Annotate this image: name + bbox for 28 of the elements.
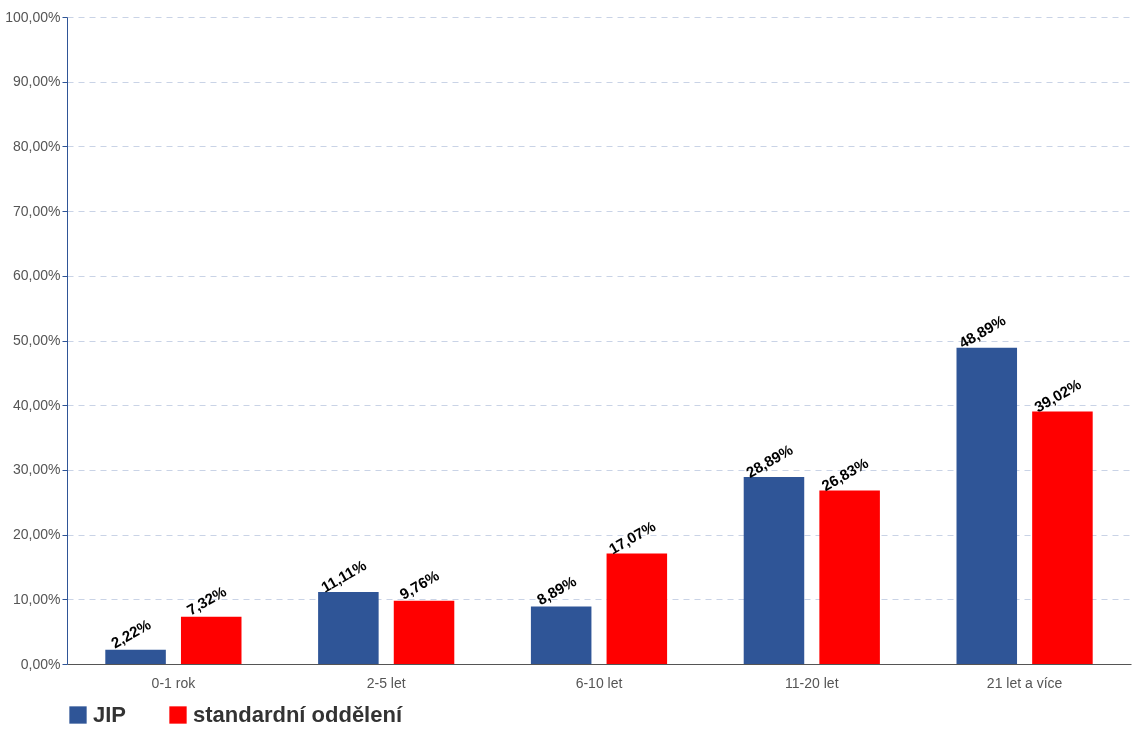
bar: [180, 616, 242, 664]
y-tick-label: 20,00%: [13, 526, 61, 543]
legend-label: standardní oddělení: [193, 702, 403, 727]
bar: [105, 649, 166, 664]
y-tick-label: 0,00%: [20, 655, 61, 672]
bar: [1032, 411, 1093, 664]
y-tick-label: 60,00%: [13, 267, 61, 284]
y-tick-label: 80,00%: [13, 137, 61, 154]
x-tick-label: 0-1 rok: [151, 674, 197, 691]
bar: [819, 490, 880, 664]
y-tick-label: 90,00%: [13, 73, 61, 90]
bar: [393, 600, 455, 664]
bar: [318, 592, 379, 664]
y-tick-label: 70,00%: [13, 202, 61, 219]
bar: [743, 477, 805, 664]
y-tick-label: 50,00%: [13, 332, 61, 348]
x-tick-label: 6-10 let: [575, 674, 623, 691]
y-tick-label: 40,00%: [13, 396, 61, 413]
y-tick-label: 10,00%: [13, 590, 61, 607]
y-tick-label: 30,00%: [13, 461, 61, 478]
y-tick-label: 100,00%: [5, 8, 61, 25]
x-tick-label: 2-5 let: [366, 674, 406, 691]
legend-label: JIP: [93, 702, 127, 727]
bar: [956, 347, 1018, 664]
x-tick-label: 11-20 let: [785, 674, 839, 691]
bar: [606, 553, 668, 664]
x-tick-label: 21 let a více: [986, 674, 1063, 691]
bar: [530, 606, 592, 664]
